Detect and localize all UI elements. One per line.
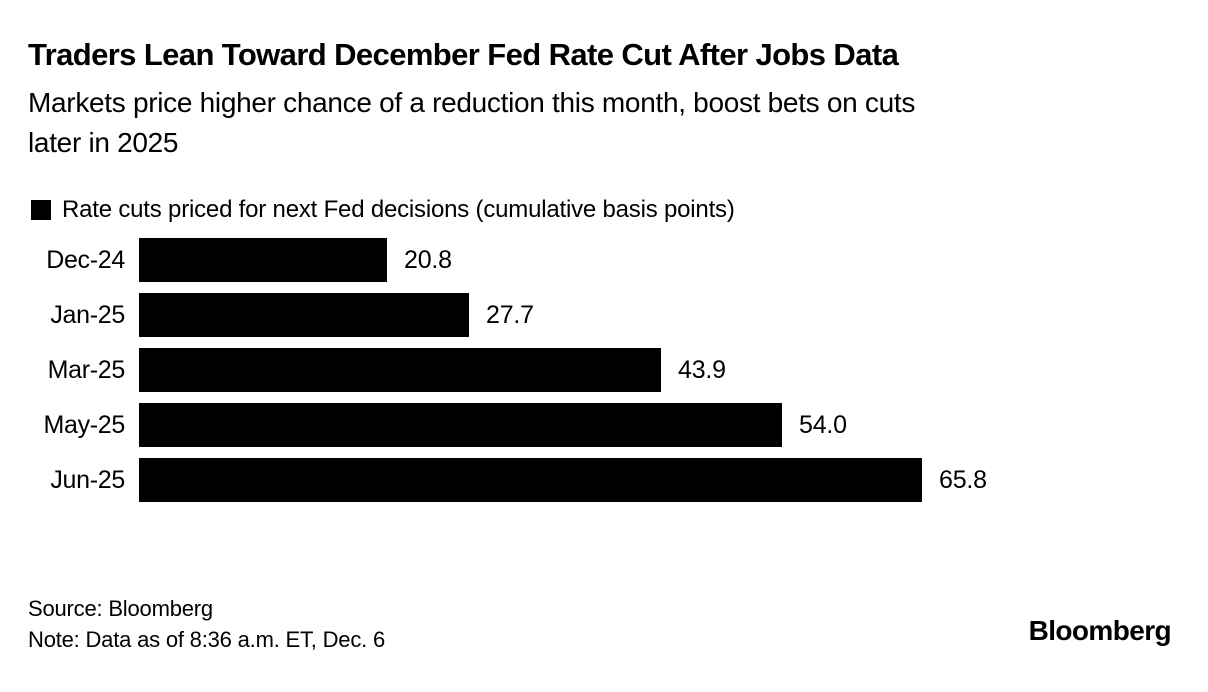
category-label: Mar-25 bbox=[47, 355, 126, 384]
footnotes: Source: Bloomberg Note: Data as of 8:36 … bbox=[28, 593, 385, 655]
chart-subtitle-line1: Markets price higher chance of a reducti… bbox=[28, 87, 916, 118]
bar-dec-24 bbox=[139, 238, 387, 282]
source-text: Source: Bloomberg bbox=[28, 596, 213, 621]
bar-mar-25 bbox=[139, 348, 661, 392]
chart-row: Dec-24 20.8 bbox=[28, 238, 1208, 282]
bar-may-25 bbox=[139, 403, 782, 447]
legend: Rate cuts priced for next Fed decisions … bbox=[31, 196, 1208, 224]
bar-jun-25 bbox=[139, 458, 922, 502]
legend-swatch-icon bbox=[31, 200, 51, 220]
bar-jan-25 bbox=[139, 293, 469, 337]
chart-subtitle-line2: later in 2025 bbox=[28, 127, 179, 158]
category-label: Dec-24 bbox=[46, 245, 125, 274]
bar-value-label: 65.8 bbox=[939, 465, 987, 494]
category-label: Jun-25 bbox=[50, 465, 125, 494]
note-text: Note: Data as of 8:36 a.m. ET, Dec. 6 bbox=[28, 627, 385, 652]
category-label: Jan-25 bbox=[50, 300, 125, 329]
header: Traders Lean Toward December Fed Rate Cu… bbox=[0, 0, 1208, 163]
bar-value-label: 20.8 bbox=[404, 245, 452, 274]
bloomberg-logo: Bloomberg bbox=[1028, 615, 1172, 646]
chart-title: Traders Lean Toward December Fed Rate Cu… bbox=[28, 37, 899, 72]
chart-row: May-25 54.0 bbox=[28, 403, 1208, 447]
legend-label: Rate cuts priced for next Fed decisions … bbox=[62, 196, 735, 223]
bar-value-label: 43.9 bbox=[678, 355, 726, 384]
chart-row: Mar-25 43.9 bbox=[28, 348, 1208, 392]
bar-chart: Dec-24 20.8 Jan-25 27.7 Mar-25 43.9 May-… bbox=[0, 238, 1208, 502]
chart-row: Jan-25 27.7 bbox=[28, 293, 1208, 337]
bar-value-label: 54.0 bbox=[799, 410, 847, 439]
bar-value-label: 27.7 bbox=[486, 300, 534, 329]
chart-row: Jun-25 65.8 bbox=[28, 458, 1208, 502]
category-label: May-25 bbox=[43, 410, 125, 439]
chart-subtitle: Markets price higher chance of a reducti… bbox=[28, 83, 1180, 163]
